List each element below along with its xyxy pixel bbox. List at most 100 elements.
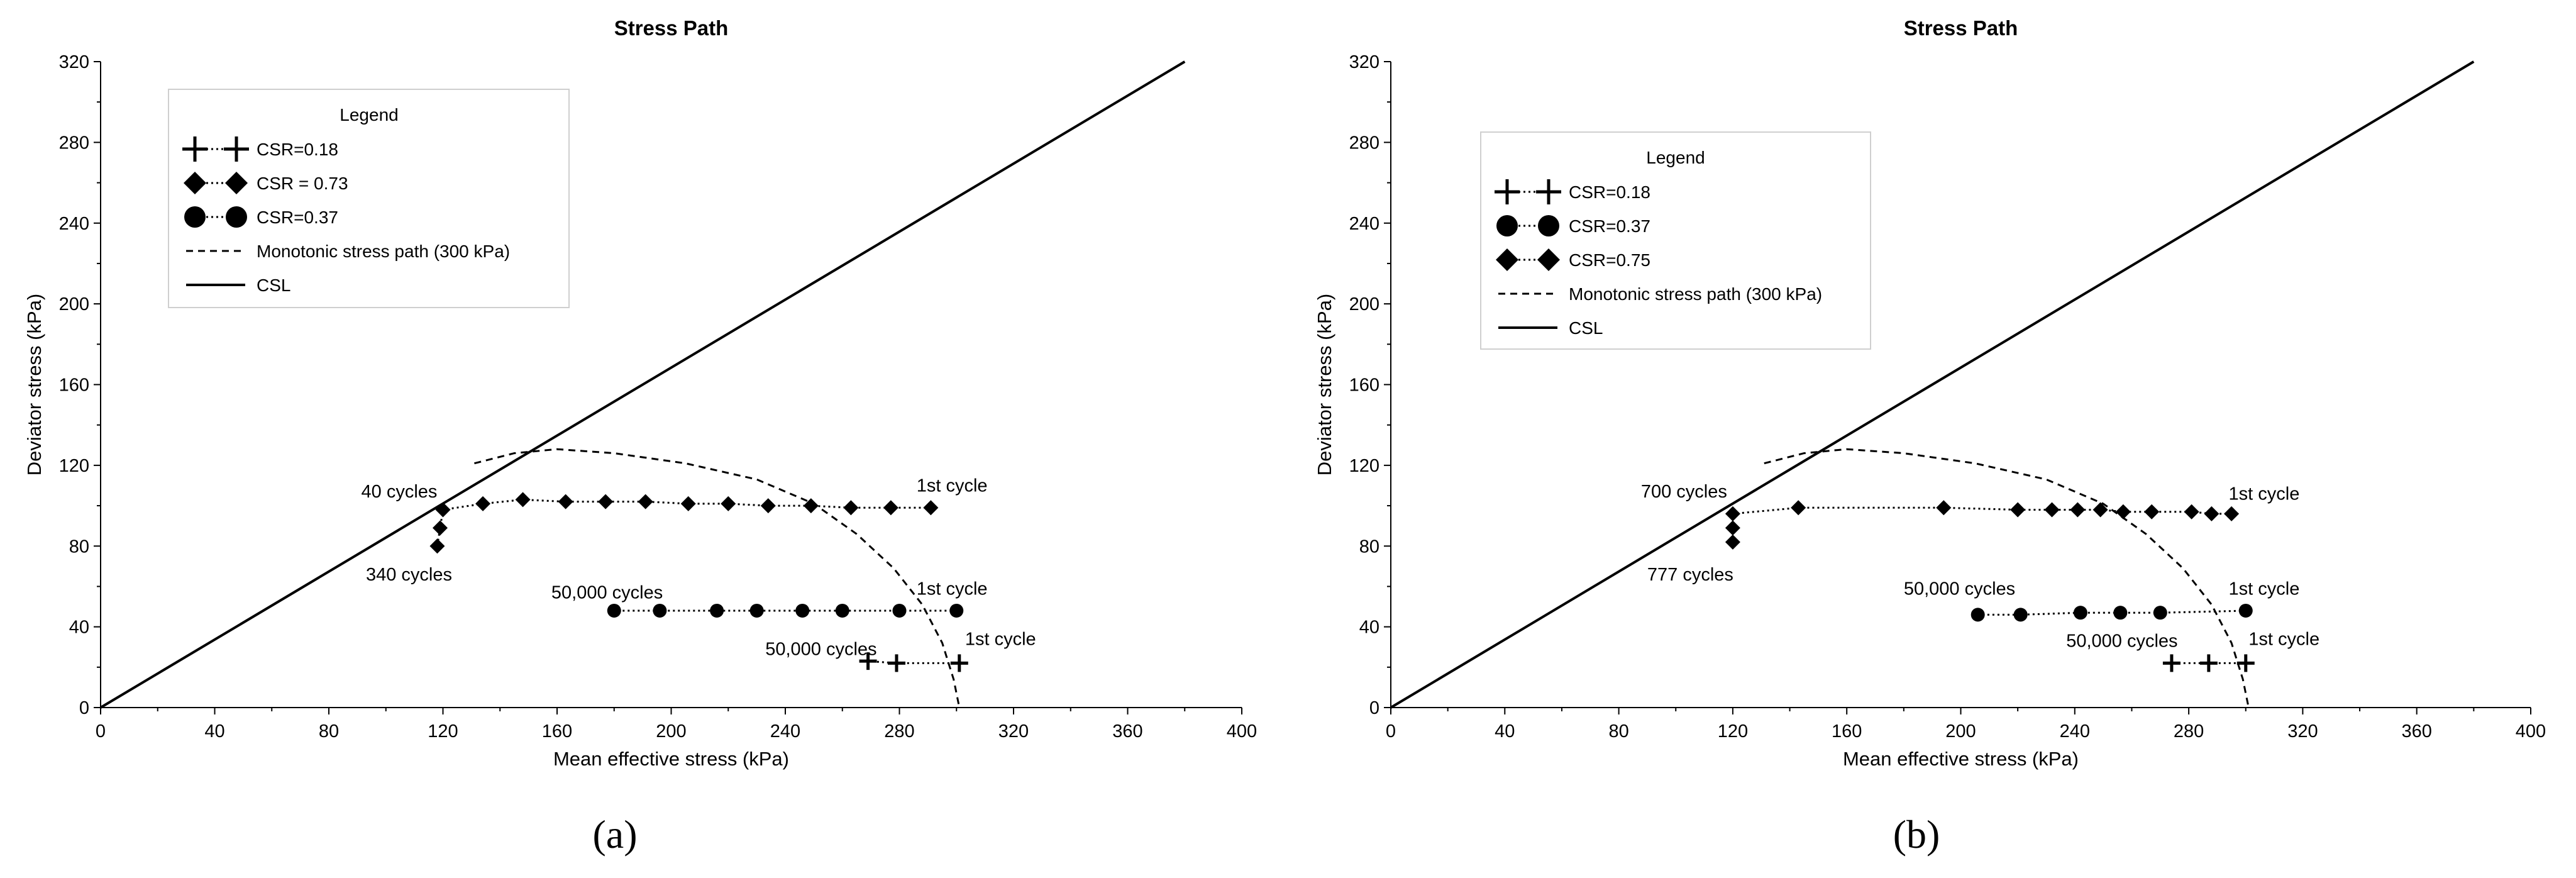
data-point [2238,603,2253,618]
legend-marker [225,172,248,194]
y-tick-label: 40 [69,618,89,638]
x-tick-label: 280 [2174,721,2204,742]
x-axis-label: Mean effective stress (kPa) [553,748,789,770]
data-point [721,496,736,511]
y-axis-label: Deviator stress (kPa) [1313,294,1335,475]
data-point [607,603,621,618]
legend-marker [224,136,249,162]
legend-entry-label: CSR = 0.73 [257,174,348,193]
data-point [949,603,964,618]
y-tick-label: 280 [59,133,89,153]
legend-marker [1496,248,1518,271]
legend-entry-label: CSR=0.37 [257,208,338,227]
annotation-label: 777 cycles [1647,565,1733,585]
data-point [2070,502,2086,518]
data-point [859,652,877,670]
legend-entry-label: Monotonic stress path (300 kPa) [1569,284,1822,304]
data-point [638,494,653,509]
y-tick-label: 240 [59,214,89,234]
legend-title: Legend [340,105,398,125]
x-tick-label: 400 [2516,721,2546,742]
legend-box [168,89,570,308]
data-point [710,603,724,618]
x-tick-label: 360 [2402,721,2432,742]
data-point [2044,502,2060,518]
annotation-label: 50,000 cycles [551,583,663,603]
series-csr-0-18 [2162,654,2255,672]
y-tick-label: 200 [59,294,89,314]
y-tick-label: 120 [59,456,89,476]
x-tick-label: 80 [319,721,339,742]
y-tick-label: 0 [79,698,89,718]
data-point [515,492,531,508]
chart-title: Stress Path [1904,16,2018,40]
y-tick-label: 80 [1359,536,1379,557]
data-point [2073,606,2087,620]
series-csr-0-73 [429,492,939,554]
data-point [843,500,859,516]
annotation-label: 1st cycle [965,630,1036,650]
annotation-label: 1st cycle [2248,630,2319,650]
series-line [1764,448,2250,708]
legend-marker [1536,179,1561,204]
series-csl [99,60,1186,709]
annotation-label: 1st cycle [2229,484,2300,504]
data-point [475,496,491,511]
y-axis-label: Deviator stress (kPa) [23,294,45,475]
legend: Legend CSR=0.18 CSR=0.37 CSR=0.75 Monotonic … [1480,131,1871,350]
annotation-label: 50,000 cycles [2066,631,2177,652]
data-point [2010,502,2026,518]
data-point [2224,506,2240,521]
series-line [99,60,1186,709]
data-point [2153,606,2167,620]
data-point [950,654,968,672]
data-point [598,494,614,509]
legend-entry-label: CSR=0.75 [1569,250,1650,270]
annotation-label: 340 cycles [366,565,452,585]
x-tick-label: 80 [1608,721,1628,742]
y-tick-label: 160 [1349,375,1379,396]
data-point [1971,608,1985,622]
x-tick-label: 320 [998,721,1029,742]
data-point [923,500,939,516]
panel-label: (b) [1893,812,1940,857]
data-point [892,603,907,618]
data-point [2199,654,2218,672]
y-tick-label: 240 [1349,214,1379,234]
legend-marker [1495,179,1520,204]
annotation-label: 1st cycle [917,476,988,496]
data-point [883,500,898,516]
data-point [2184,504,2199,520]
y-tick-label: 120 [1349,456,1379,476]
legend-marker [1496,215,1518,236]
series-line [868,660,959,664]
x-tick-label: 200 [1945,721,1976,742]
annotation-label: 50,000 cycles [765,640,876,660]
data-point [2162,654,2181,672]
legend-entry-label: CSR=0.18 [1569,182,1650,202]
annotation-label: 1st cycle [2229,579,2300,599]
y-tick-label: 200 [1349,294,1379,314]
data-point [795,603,810,618]
data-point [1725,520,1740,536]
legend-marker [1537,248,1560,271]
data-point [2113,606,2128,620]
data-point [2204,506,2219,521]
x-tick-label: 0 [96,721,106,742]
series-csr-0-37 [1971,603,2253,622]
legend-marker [182,136,207,162]
series-monotonic-stress-path-300-kpa- [1764,448,2250,708]
annotation-label: 50,000 cycles [1904,579,2015,599]
data-point [749,603,764,618]
series-line [474,448,961,708]
x-tick-label: 120 [1718,721,1748,742]
x-tick-label: 280 [884,721,914,742]
legend-entry-label: CSL [257,275,290,295]
series-csr-0-75 [1725,500,2240,550]
x-tick-label: 240 [770,721,800,742]
x-tick-label: 40 [204,721,224,742]
annotation-label: 700 cycles [1641,482,1727,502]
